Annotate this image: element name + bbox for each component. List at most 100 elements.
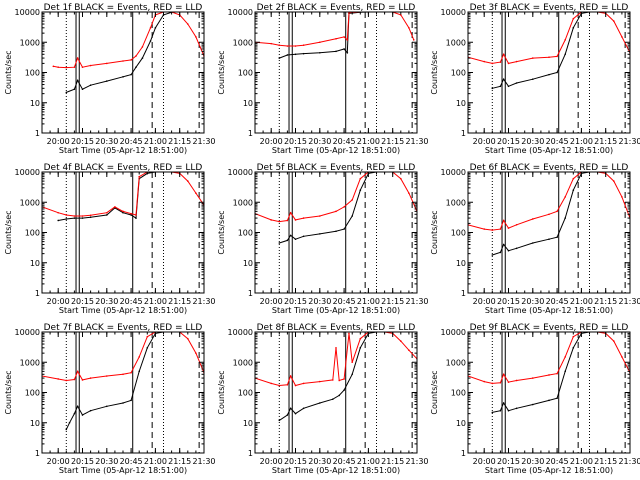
lld-data-point bbox=[52, 65, 55, 68]
lld-data-point bbox=[351, 361, 354, 364]
lld-data-point bbox=[351, 199, 354, 201]
lld-data-point bbox=[89, 214, 92, 217]
y-tick-label: 10000 bbox=[228, 328, 253, 337]
lld-data-point bbox=[338, 379, 341, 382]
lld-data-point bbox=[122, 373, 124, 376]
lld-data-point bbox=[76, 370, 79, 373]
lld-data-point bbox=[130, 59, 132, 61]
events-data-point bbox=[106, 405, 108, 408]
chart-title: Det 1f BLACK = Events, RED = LLD bbox=[44, 3, 203, 13]
events-series-line bbox=[65, 332, 164, 430]
x-tick-label: 21:00 bbox=[570, 137, 593, 146]
events-data-point bbox=[499, 251, 502, 254]
x-tick-label: 20:00 bbox=[47, 457, 70, 466]
events-data-point bbox=[319, 233, 321, 235]
lld-data-point bbox=[412, 39, 415, 41]
events-data-point bbox=[73, 217, 76, 219]
lld-data-point bbox=[81, 379, 84, 381]
lld-data-point bbox=[346, 39, 349, 41]
y-tick-label: 100 bbox=[451, 389, 466, 398]
events-series-line bbox=[279, 172, 385, 244]
y-tick-label: 1000 bbox=[233, 198, 253, 207]
y-tick-label: 10 bbox=[30, 419, 40, 428]
lld-data-point bbox=[73, 66, 76, 68]
events-data-point bbox=[572, 189, 575, 192]
events-data-point bbox=[499, 409, 502, 412]
events-data-point bbox=[499, 85, 502, 88]
lld-data-point bbox=[57, 378, 59, 380]
lld-data-point bbox=[319, 215, 321, 217]
lld-data-point bbox=[532, 377, 534, 379]
x-tick-label: 21:00 bbox=[357, 297, 380, 306]
y-axis-label: Counts/sec bbox=[4, 370, 13, 414]
lld-data-point bbox=[491, 382, 494, 385]
lld-data-point bbox=[499, 381, 502, 384]
events-data-point bbox=[65, 91, 68, 94]
events-data-point bbox=[532, 242, 534, 244]
events-data-point bbox=[278, 419, 281, 422]
x-tick-label: 20:00 bbox=[260, 297, 283, 306]
lld-series-line bbox=[42, 172, 204, 217]
events-data-point bbox=[564, 53, 566, 56]
events-data-point bbox=[351, 373, 354, 376]
lld-data-point bbox=[106, 62, 108, 65]
events-data-point bbox=[507, 249, 510, 252]
lld-series-line bbox=[468, 12, 630, 64]
lld-data-point bbox=[270, 382, 273, 385]
panel-det-7f: Det 7f BLACK = Events, RED = LLD 1 10 100 10… bbox=[4, 323, 216, 475]
events-data-point bbox=[302, 407, 305, 410]
y-tick-label: 1000 bbox=[446, 38, 466, 47]
events-data-point bbox=[335, 50, 337, 53]
x-tick-label: 20:30 bbox=[308, 457, 331, 466]
y-tick-label: 10 bbox=[30, 99, 40, 108]
lld-data-point bbox=[502, 219, 505, 222]
lld-data-point bbox=[106, 211, 108, 214]
y-tick-label: 10 bbox=[243, 259, 253, 268]
x-tick-label: 21:30 bbox=[618, 457, 640, 466]
x-tick-label: 21:15 bbox=[381, 137, 404, 146]
series-group bbox=[468, 12, 630, 90]
lld-data-point bbox=[278, 384, 281, 387]
events-data-point bbox=[343, 48, 345, 50]
chart-title: Det 5f BLACK = Events, RED = LLD bbox=[257, 163, 416, 173]
events-data-point bbox=[286, 54, 289, 56]
x-tick-label: 20:00 bbox=[473, 457, 496, 466]
events-data-point bbox=[76, 79, 79, 82]
lld-data-point bbox=[556, 372, 558, 375]
x-tick-label: 20:30 bbox=[521, 297, 544, 306]
lld-data-point bbox=[57, 66, 59, 68]
x-tick-label: 21:00 bbox=[144, 137, 167, 146]
events-data-point bbox=[502, 402, 505, 404]
y-tick-label: 10 bbox=[456, 259, 466, 268]
lld-data-point bbox=[135, 55, 137, 57]
lld-data-point bbox=[507, 62, 510, 65]
events-data-point bbox=[286, 414, 289, 416]
lld-data-point bbox=[564, 39, 566, 41]
lld-data-point bbox=[515, 379, 518, 382]
events-data-point bbox=[149, 40, 152, 42]
lld-data-point bbox=[400, 177, 402, 180]
y-tick-label: 100 bbox=[451, 229, 466, 238]
x-tick-label: 21:30 bbox=[405, 297, 428, 306]
events-data-point bbox=[294, 412, 297, 415]
lld-data-point bbox=[141, 46, 144, 48]
lld-data-point bbox=[149, 27, 152, 29]
lld-data-point bbox=[294, 219, 297, 221]
events-data-point bbox=[502, 243, 505, 246]
events-data-point bbox=[319, 402, 321, 404]
events-data-point bbox=[294, 53, 297, 56]
lld-data-point bbox=[138, 356, 140, 358]
lld-data-point bbox=[81, 215, 84, 217]
lld-data-point bbox=[122, 210, 124, 213]
lld-data-point bbox=[57, 211, 59, 214]
y-tick-label: 100 bbox=[451, 69, 466, 78]
lld-data-point bbox=[106, 375, 108, 377]
x-tick-label: 20:00 bbox=[473, 297, 496, 306]
y-axis-label: Counts/sec bbox=[430, 210, 439, 254]
series-group bbox=[42, 332, 204, 431]
events-data-point bbox=[68, 421, 71, 424]
series-group bbox=[255, 12, 415, 59]
lld-data-point bbox=[564, 196, 566, 198]
x-tick-label: 20:30 bbox=[308, 297, 331, 306]
